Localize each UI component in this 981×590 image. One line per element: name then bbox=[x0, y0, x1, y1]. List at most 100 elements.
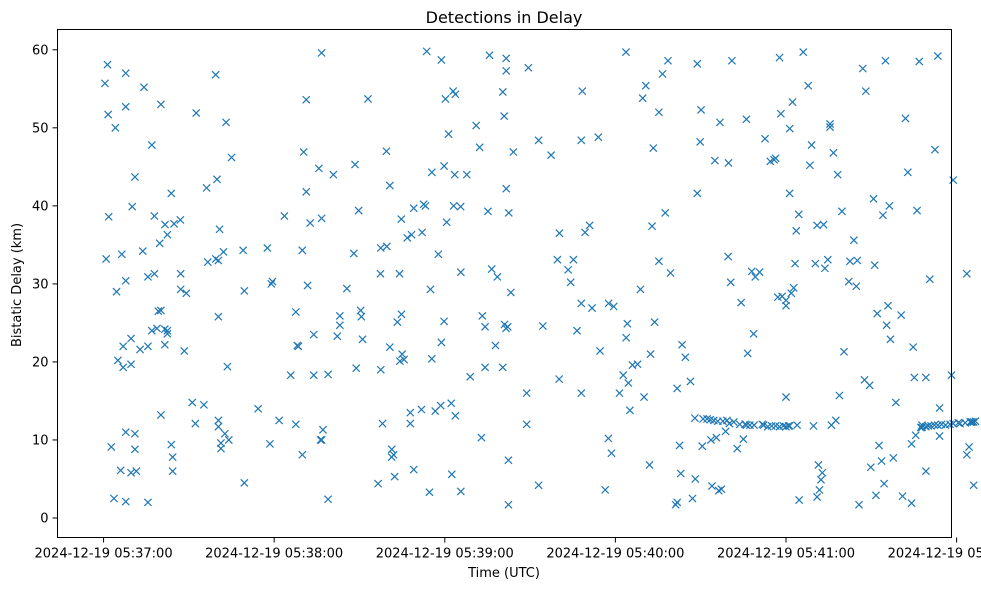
data-point bbox=[192, 108, 201, 118]
data-point bbox=[649, 144, 658, 153]
data-point bbox=[318, 425, 327, 434]
data-point bbox=[881, 56, 890, 65]
data-point bbox=[506, 288, 515, 297]
data-point bbox=[666, 268, 675, 277]
y-axis-label: Bistatic Delay (km) bbox=[10, 223, 25, 347]
data-point bbox=[385, 181, 394, 190]
data-point bbox=[858, 64, 867, 73]
data-point bbox=[150, 211, 159, 221]
data-point bbox=[594, 133, 603, 142]
data-point bbox=[743, 349, 752, 358]
data-point bbox=[698, 442, 707, 451]
data-point bbox=[809, 421, 818, 430]
data-point bbox=[742, 421, 751, 430]
data-point bbox=[784, 421, 793, 430]
data-point bbox=[604, 299, 613, 308]
data-point bbox=[117, 250, 126, 259]
x-axis-label: Time (UTC) bbox=[467, 566, 540, 581]
data-point bbox=[909, 343, 918, 352]
data-point bbox=[690, 414, 699, 423]
data-point bbox=[127, 334, 136, 343]
data-point bbox=[621, 48, 630, 57]
data-point bbox=[302, 187, 311, 196]
data-point bbox=[224, 435, 233, 444]
data-point bbox=[759, 421, 768, 430]
data-point bbox=[462, 170, 471, 179]
data-point bbox=[733, 444, 742, 453]
data-point bbox=[254, 404, 263, 413]
data-point bbox=[316, 435, 325, 444]
data-point bbox=[398, 350, 407, 359]
data-point bbox=[324, 370, 333, 379]
data-point bbox=[636, 285, 645, 294]
data-point bbox=[374, 479, 383, 488]
x-tick-label: 2024-12-19 05:38:00 bbox=[205, 547, 343, 562]
data-point bbox=[566, 278, 575, 287]
data-point bbox=[826, 123, 835, 132]
data-point bbox=[268, 277, 277, 286]
data-point bbox=[385, 343, 394, 352]
data-point bbox=[829, 148, 838, 157]
data-point bbox=[811, 259, 820, 268]
data-point bbox=[176, 269, 185, 278]
data-point bbox=[681, 353, 690, 362]
data-point bbox=[789, 283, 798, 292]
data-point bbox=[354, 206, 363, 215]
data-point bbox=[317, 435, 326, 444]
data-point bbox=[775, 53, 784, 62]
data-point bbox=[622, 333, 631, 342]
data-point bbox=[645, 460, 654, 469]
data-point bbox=[715, 118, 725, 127]
data-point bbox=[376, 269, 385, 278]
data-point bbox=[721, 427, 730, 436]
data-point bbox=[220, 429, 229, 438]
data-point bbox=[160, 220, 170, 229]
data-point bbox=[633, 360, 642, 369]
data-point bbox=[286, 371, 295, 380]
data-point bbox=[239, 246, 248, 255]
data-point bbox=[147, 140, 156, 150]
x-tick-label: 2024-12-19 05:41:00 bbox=[717, 547, 855, 562]
data-point bbox=[861, 87, 870, 96]
data-point bbox=[240, 286, 249, 295]
data-point bbox=[710, 156, 719, 165]
data-point bbox=[376, 365, 385, 374]
data-point bbox=[211, 70, 220, 79]
data-point bbox=[100, 79, 109, 88]
data-point bbox=[962, 450, 971, 459]
data-point bbox=[170, 219, 179, 228]
data-point bbox=[378, 419, 387, 428]
data-point bbox=[216, 444, 225, 453]
data-point bbox=[440, 162, 449, 171]
data-point bbox=[475, 143, 484, 152]
data-point bbox=[397, 215, 406, 224]
data-point bbox=[267, 279, 276, 288]
data-point bbox=[749, 329, 758, 338]
data-point bbox=[240, 478, 249, 487]
data-point bbox=[113, 356, 122, 365]
data-point bbox=[538, 322, 547, 331]
data-point bbox=[176, 215, 185, 224]
data-point bbox=[182, 289, 191, 298]
data-point bbox=[103, 60, 112, 69]
data-point bbox=[303, 281, 312, 290]
data-point bbox=[130, 172, 139, 182]
data-point bbox=[409, 204, 418, 213]
data-point bbox=[128, 202, 137, 211]
data-point bbox=[498, 87, 507, 96]
data-point bbox=[309, 371, 318, 380]
data-point bbox=[349, 249, 358, 258]
data-point bbox=[577, 136, 586, 145]
data-point bbox=[437, 55, 446, 64]
data-point bbox=[447, 470, 456, 479]
data-point bbox=[298, 246, 307, 255]
data-point bbox=[874, 441, 884, 450]
data-point bbox=[693, 189, 702, 198]
data-point bbox=[456, 268, 465, 277]
data-point bbox=[202, 183, 211, 192]
data-point bbox=[139, 83, 149, 92]
data-point bbox=[107, 442, 116, 452]
data-point bbox=[104, 212, 113, 221]
y-tick-label: 40 bbox=[32, 199, 49, 214]
data-point bbox=[498, 363, 507, 372]
